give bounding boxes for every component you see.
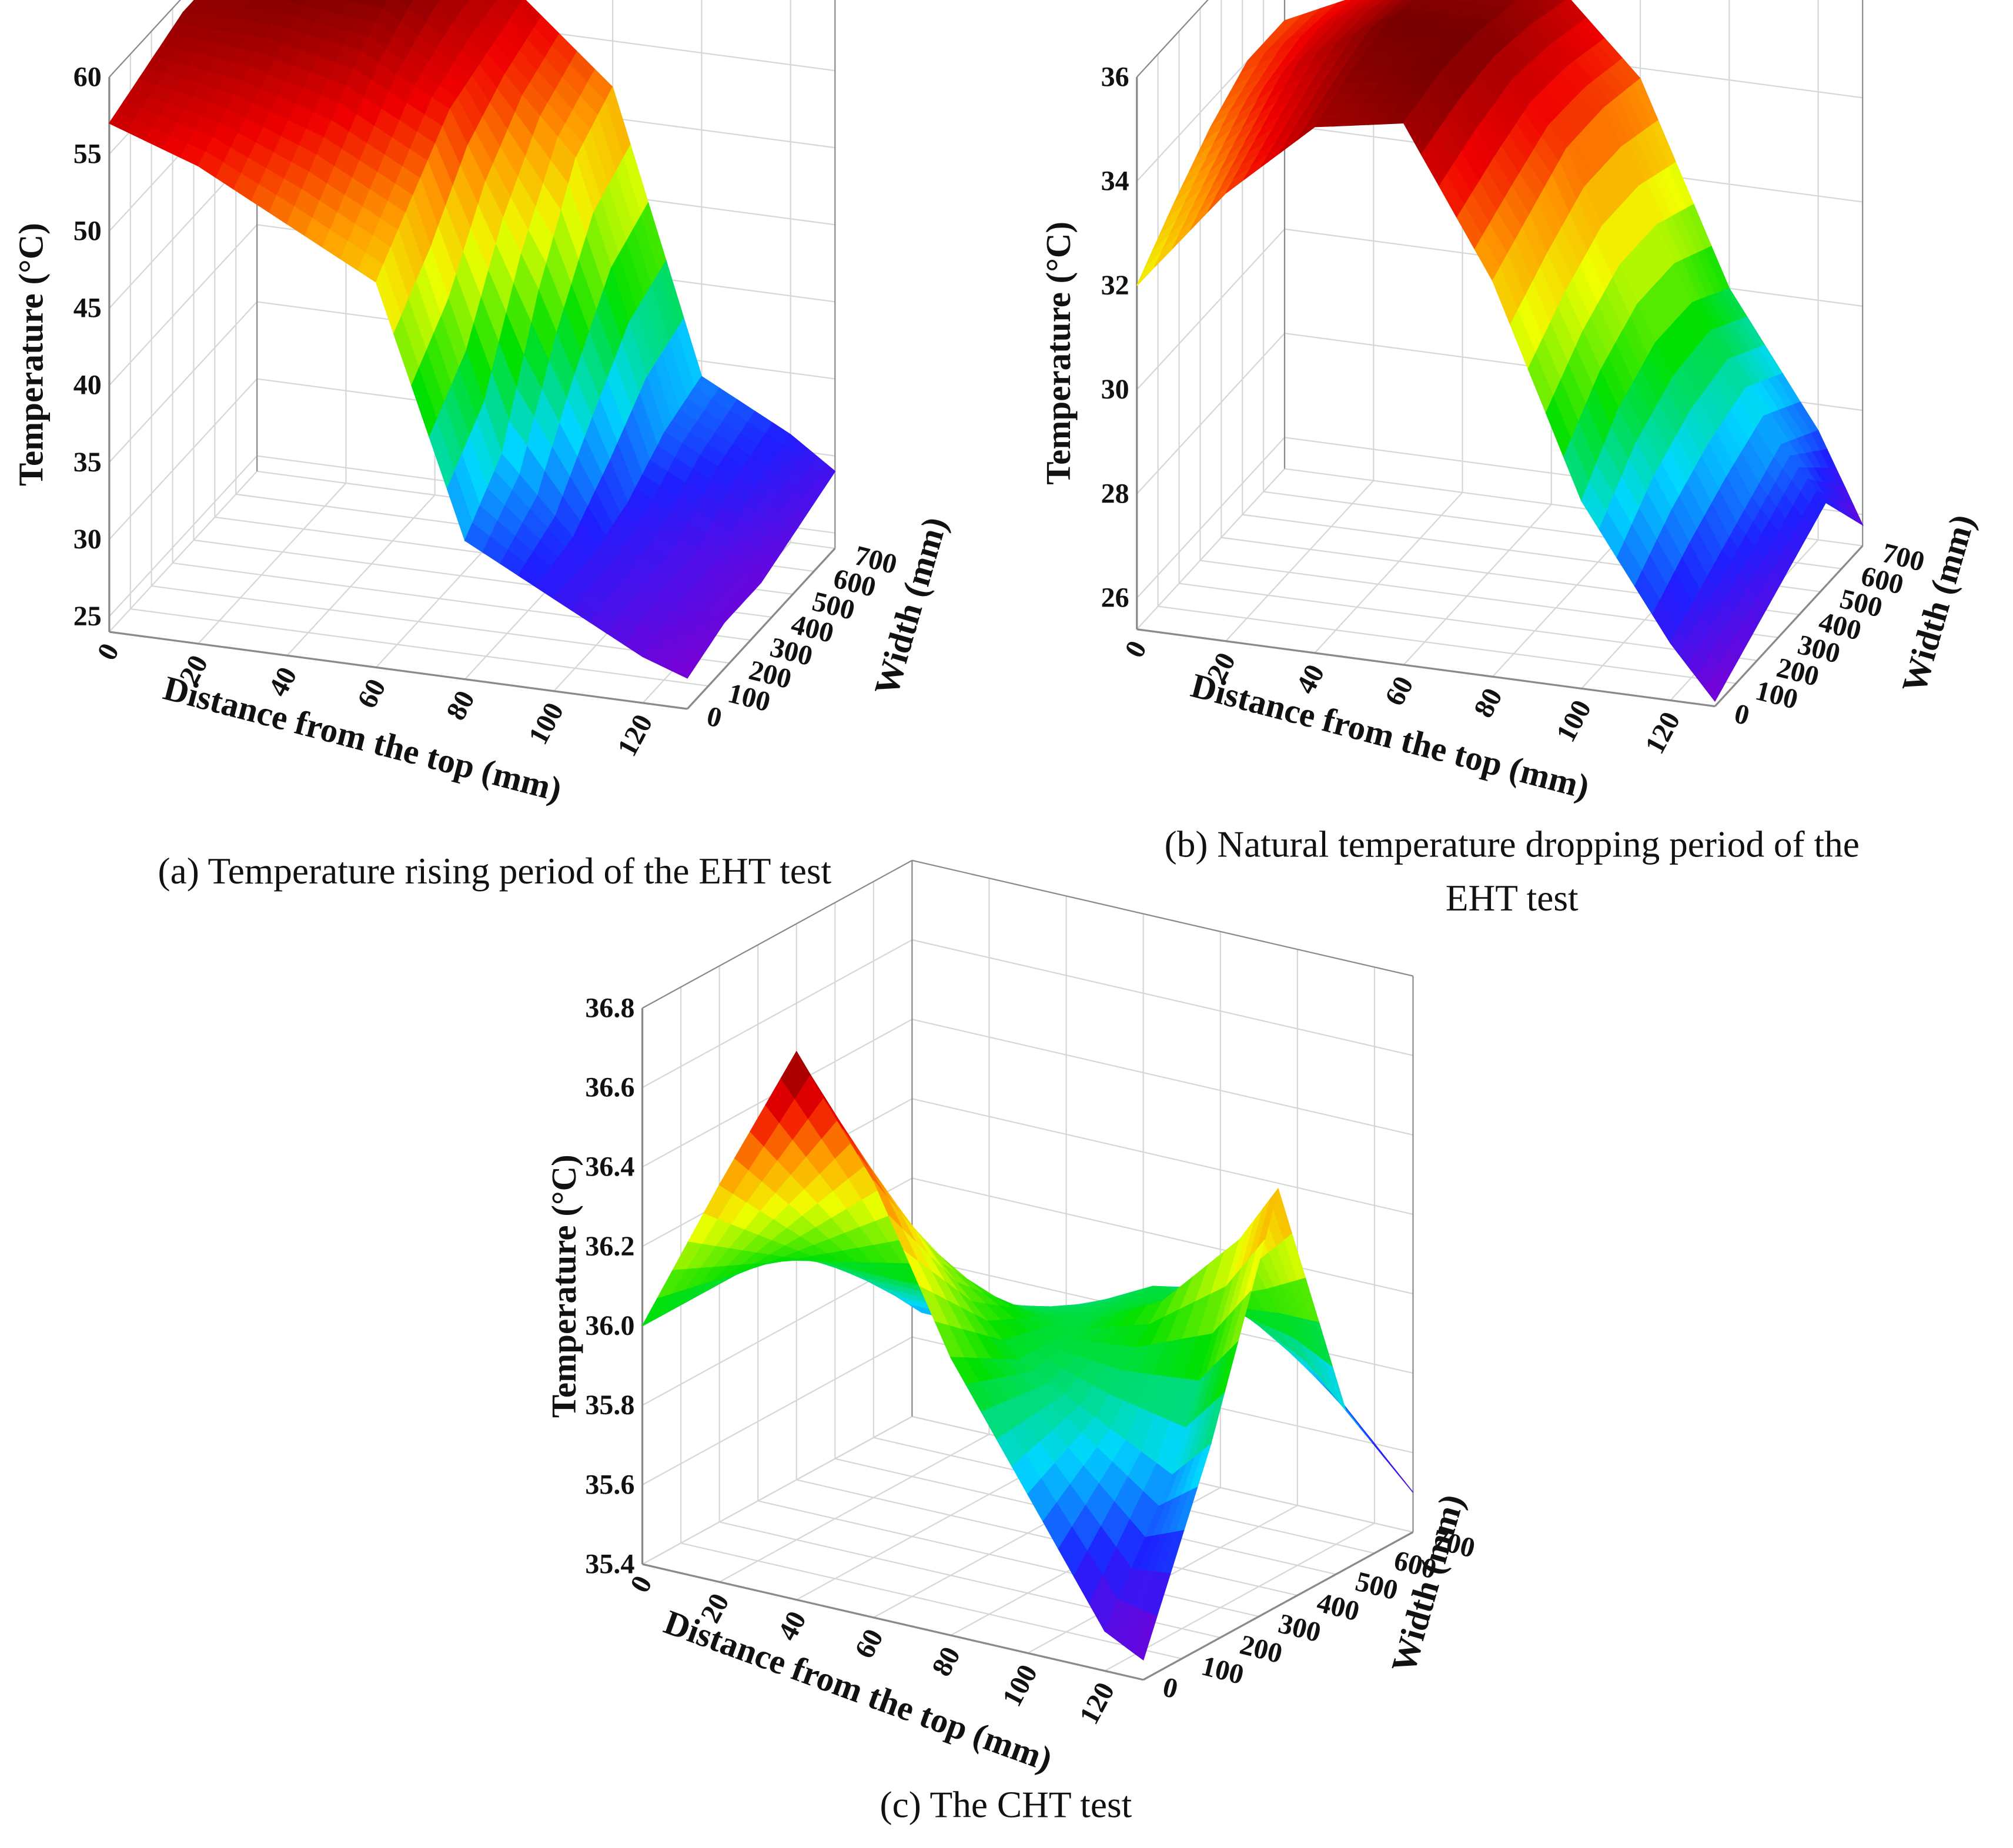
caption: (b) Natural temperature dropping period … — [1165, 823, 1860, 865]
grid-line — [109, 378, 258, 540]
w-axis — [1142, 1531, 1414, 1681]
grid-line — [642, 939, 912, 1089]
x-tick-label: 0 — [624, 1571, 658, 1598]
grid-line — [109, 471, 258, 632]
grid-line — [1136, 333, 1285, 494]
x-tick-label: 120 — [611, 709, 659, 762]
z-tick-label: 35.8 — [585, 1390, 634, 1421]
x-tick-label: 80 — [1468, 683, 1509, 722]
x-axis — [109, 631, 688, 710]
grid-line — [109, 455, 258, 617]
grid-line — [912, 939, 1413, 1056]
caption: (a) Temperature rising period of the EHT… — [158, 851, 832, 892]
caption: (c) The CHT test — [880, 1785, 1132, 1826]
z-axis-title: Temperature (°C) — [11, 223, 50, 486]
w-tick-label: 0 — [1160, 1671, 1181, 1705]
wall-edge — [642, 859, 912, 1009]
z-tick-label: 60 — [73, 61, 102, 92]
surface-cell — [677, 662, 695, 679]
caption: EHT test — [1446, 878, 1579, 919]
wall-edge — [109, 0, 181, 78]
w-axis-title: Width (mm) — [1894, 510, 1982, 697]
x-tick-label: 0 — [91, 638, 125, 665]
grid-line — [286, 494, 436, 657]
grid-line — [642, 1415, 912, 1565]
z-tick-label: 32 — [1101, 270, 1129, 301]
z-tick-label: 36.2 — [585, 1231, 634, 1262]
w-tick-label: 0 — [704, 701, 725, 734]
grid-line — [130, 608, 709, 687]
z-tick-label: 36 — [1101, 61, 1129, 92]
w-axis-title: Width (mm) — [867, 513, 954, 699]
grid-line — [109, 224, 258, 386]
grid-line — [1179, 582, 1757, 661]
grid-line — [1104, 1522, 1375, 1672]
grid-line — [642, 1257, 912, 1406]
grid-line — [912, 1019, 1413, 1136]
z-axis-title: Temperature (°C) — [544, 1154, 583, 1418]
x-tick-label: 60 — [351, 674, 392, 713]
x-axis-title: Distance from the top (mm) — [659, 1602, 1057, 1779]
z-tick-label: 35 — [73, 447, 102, 478]
x-tick-label: 60 — [1379, 671, 1419, 711]
wall-edge — [912, 859, 1413, 977]
grid-line — [642, 1336, 912, 1485]
grid-line — [1403, 504, 1552, 665]
grid-line — [912, 1098, 1413, 1215]
grid-line — [796, 1479, 1298, 1596]
grid-line — [1136, 468, 1285, 630]
grid-line — [1158, 605, 1736, 684]
z-tick-label: 25 — [73, 601, 102, 632]
z-tick-label: 35.6 — [585, 1469, 634, 1500]
surface-cell — [1705, 675, 1723, 702]
grid-line — [198, 483, 347, 644]
x-tick-label: 100 — [997, 1659, 1044, 1712]
grid-line — [1136, 229, 1285, 390]
z-tick-label: 40 — [73, 370, 102, 401]
z-tick-label: 55 — [73, 138, 102, 169]
x-tick-label: 100 — [523, 698, 570, 750]
z-tick-label: 30 — [73, 524, 102, 555]
grid-line — [912, 1177, 1413, 1295]
z-tick-label: 36.4 — [585, 1151, 634, 1183]
x-tick-label: 120 — [1074, 1678, 1121, 1730]
w-tick-label: 0 — [1731, 698, 1753, 731]
x-tick-label: 40 — [772, 1606, 812, 1646]
z-tick-label: 50 — [73, 216, 102, 247]
x-tick-label: 60 — [849, 1624, 890, 1663]
grid-line — [757, 1500, 1259, 1618]
x-axis — [642, 1563, 1144, 1681]
x-tick-label: 100 — [1550, 695, 1598, 747]
grid-line — [1314, 492, 1463, 654]
z-tick-label: 26 — [1101, 582, 1129, 614]
grid-line — [1136, 437, 1285, 599]
x-tick-label: 80 — [440, 685, 481, 725]
z-tick-label: 36.0 — [585, 1310, 634, 1341]
w-axis — [1714, 545, 1864, 707]
x-tick-label: 120 — [1639, 707, 1687, 759]
grid-line — [1225, 480, 1375, 642]
grid-line — [719, 1434, 990, 1583]
z-tick-label: 28 — [1101, 478, 1129, 509]
z-axis-title: Temperature (°C) — [1039, 222, 1078, 485]
z-tick-label: 36.8 — [585, 992, 634, 1023]
grid-line — [109, 301, 258, 463]
z-tick-label: 30 — [1101, 374, 1129, 405]
x-tick-label: 80 — [926, 1642, 967, 1681]
x-tick-label: 0 — [1119, 635, 1153, 662]
z-tick-label: 35.4 — [585, 1548, 634, 1579]
z-tick-label: 36.6 — [585, 1072, 634, 1103]
z-tick-label: 45 — [73, 293, 102, 324]
w-axis — [686, 547, 836, 710]
x-axis — [1136, 628, 1716, 708]
grid-line — [680, 1542, 1182, 1659]
wall-edge — [1136, 0, 1209, 78]
surface-cell — [1135, 1612, 1158, 1661]
z-tick-label: 34 — [1101, 166, 1129, 197]
